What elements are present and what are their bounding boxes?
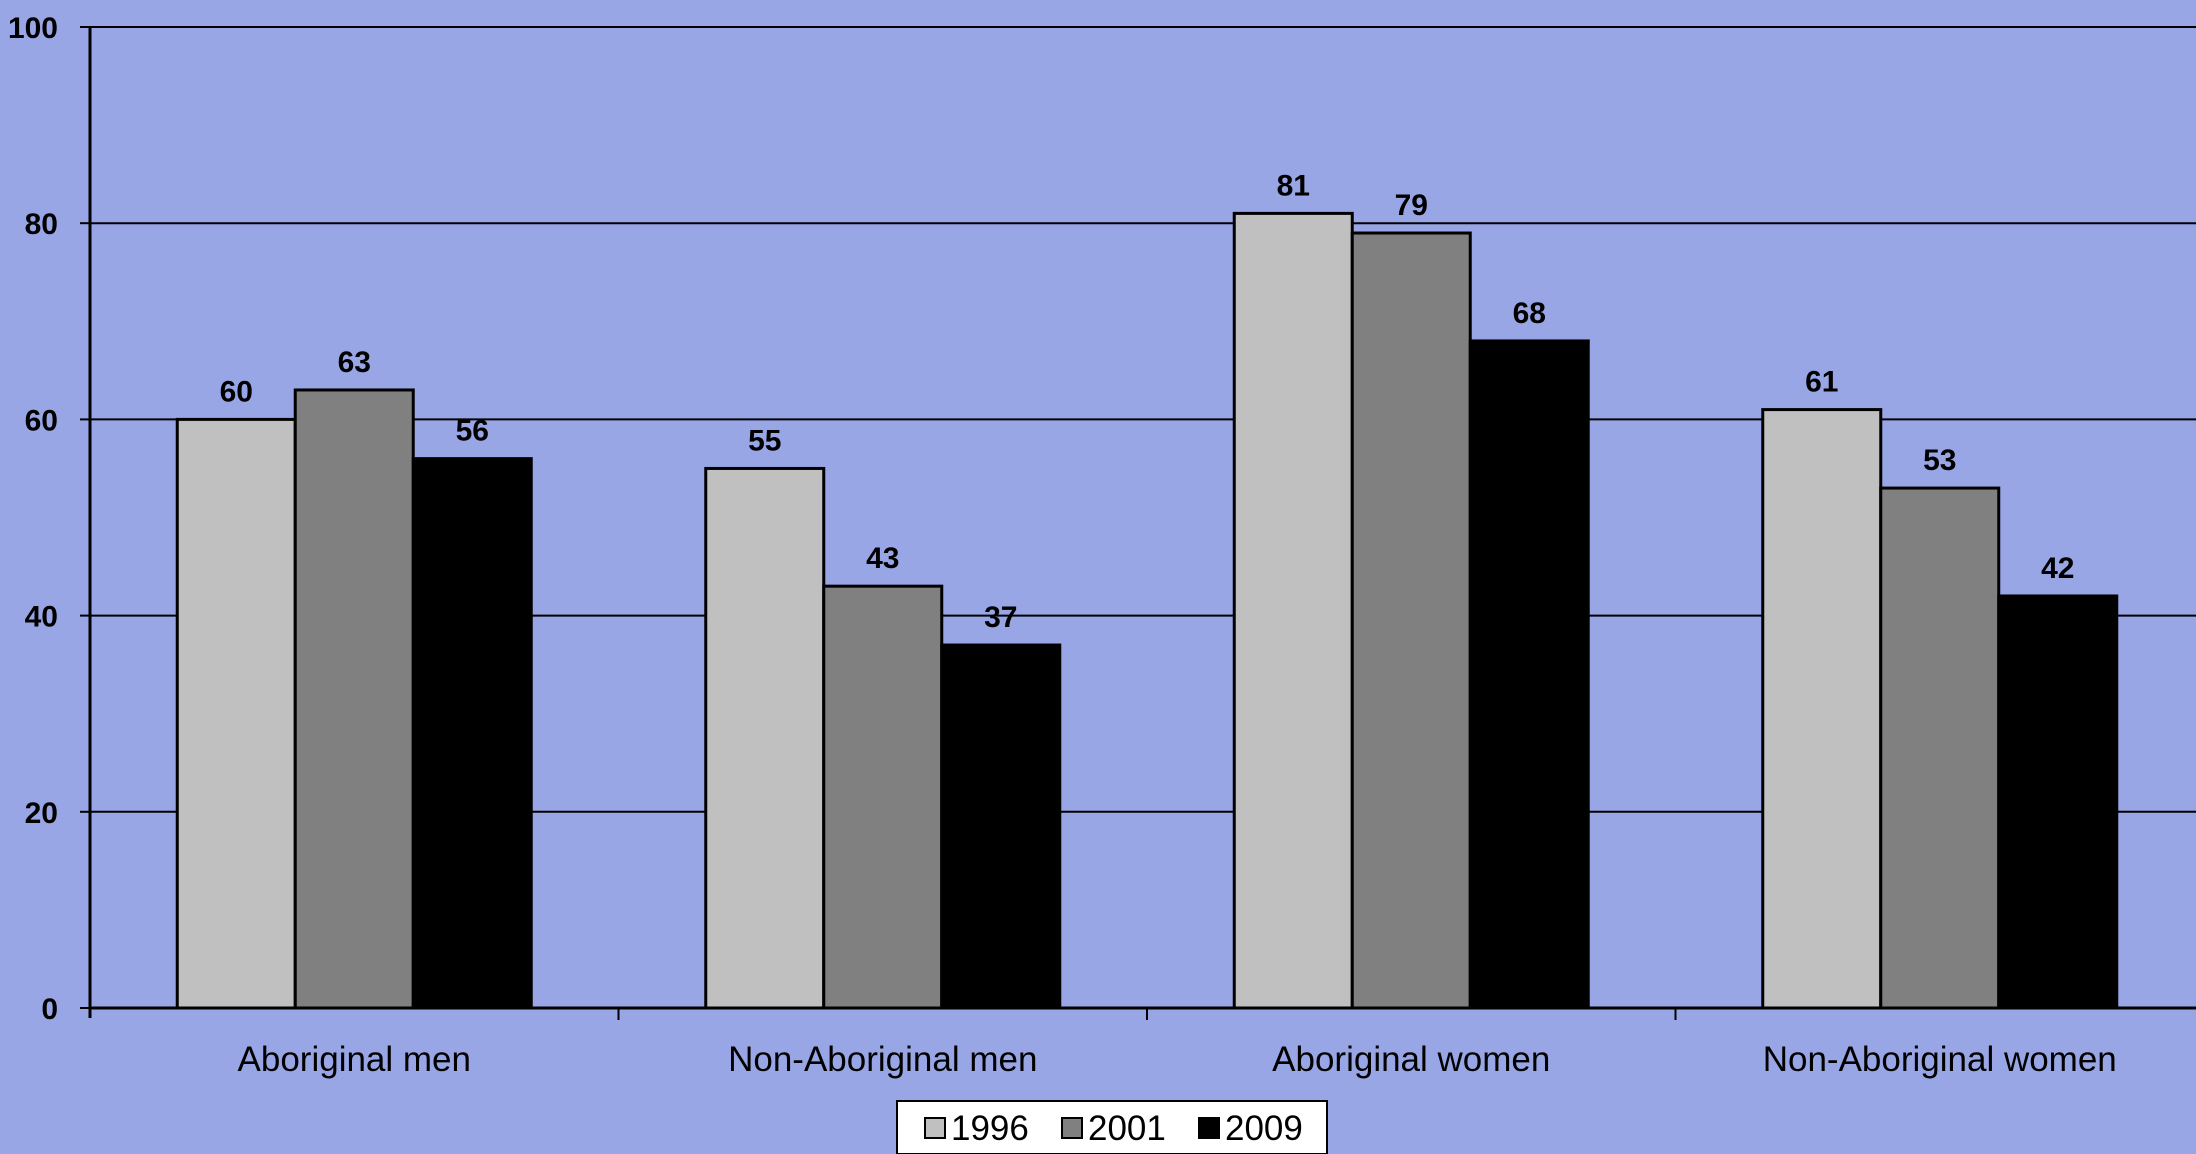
data-label: 79 <box>1395 189 1428 222</box>
bar-2009-3 <box>1997 594 2119 1010</box>
data-labels: 60 63 56 55 43 37 81 79 68 61 53 42 <box>220 169 2075 634</box>
data-label: 60 <box>220 375 253 408</box>
data-label: 53 <box>1923 444 1956 477</box>
data-label: 42 <box>2041 552 2074 585</box>
x-tick-label: Non-Aboriginal women <box>1763 1040 2117 1079</box>
data-label: 61 <box>1805 366 1838 399</box>
x-tick-label: Aboriginal men <box>238 1040 471 1079</box>
data-label: 81 <box>1277 169 1310 202</box>
bar-2001-2 <box>1350 231 1472 1010</box>
bar-2009-2 <box>1468 339 1590 1010</box>
y-tick-label: 40 <box>25 601 58 634</box>
y-tick-label: 100 <box>8 12 58 45</box>
y-tick-label: 80 <box>25 208 58 241</box>
y-tick-label: 60 <box>25 404 58 437</box>
bar-1996-1 <box>704 466 826 1010</box>
bar-2001-1 <box>822 584 944 1010</box>
legend-swatch-2009 <box>1198 1117 1220 1139</box>
bar-2009-1 <box>940 643 1062 1010</box>
bar-2009-0 <box>411 457 533 1010</box>
data-label: 68 <box>1513 297 1546 330</box>
bar-1996-3 <box>1761 408 1883 1010</box>
legend: 1996 2001 2009 <box>896 1100 1328 1154</box>
data-label: 43 <box>866 542 899 575</box>
legend-swatch-1996 <box>924 1117 946 1139</box>
y-tick-label: 20 <box>25 797 58 830</box>
x-tick-label: Aboriginal women <box>1272 1040 1550 1079</box>
data-label: 37 <box>984 601 1017 634</box>
x-tick-label: Non-Aboriginal men <box>728 1040 1037 1079</box>
legend-label: 2009 <box>1225 1109 1303 1148</box>
legend-swatch-2001 <box>1061 1117 1083 1139</box>
y-tick-label: 0 <box>41 993 58 1026</box>
data-label: 56 <box>456 415 489 448</box>
data-label: 55 <box>748 424 781 457</box>
legend-label: 2001 <box>1088 1109 1166 1148</box>
legend-box <box>896 1100 1328 1154</box>
legend-label: 1996 <box>951 1109 1029 1148</box>
bar-1996-2 <box>1232 211 1354 1010</box>
axes: 0 20 40 60 80 100 Aboriginal men Non-Aboriginal… <box>8 12 2196 1079</box>
bar-2001-3 <box>1879 486 2001 1010</box>
bar-2001-0 <box>293 388 415 1010</box>
data-label: 63 <box>338 346 371 379</box>
bar-1996-0 <box>175 417 297 1010</box>
bars <box>175 211 2119 1010</box>
